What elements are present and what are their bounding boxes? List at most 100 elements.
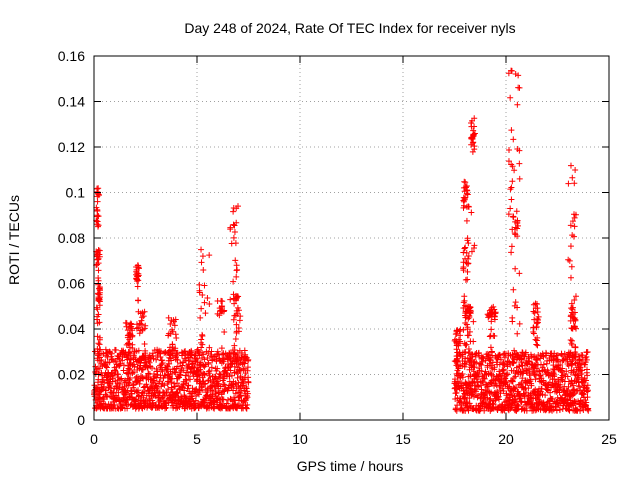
data-point [120,367,127,374]
data-points [91,67,592,414]
data-point [161,382,168,389]
data-point [463,183,470,190]
data-point [123,341,130,348]
data-point [201,356,208,363]
data-point [165,348,172,355]
data-point [146,359,153,366]
data-point [484,311,491,318]
data-point [513,208,520,215]
data-point [577,407,584,414]
data-point [219,308,226,315]
data-point [148,386,155,393]
data-point [95,223,102,230]
data-point [470,245,477,252]
data-point [463,203,470,210]
data-point [514,225,521,232]
data-point [149,364,156,371]
data-point [169,352,176,359]
data-point [570,402,577,409]
data-point [518,398,525,405]
data-point [206,367,213,374]
data-point [480,374,487,381]
data-point [134,373,141,380]
data-point [185,382,192,389]
data-point [208,364,215,371]
data-point [232,336,239,343]
data-point [583,356,590,363]
data-point [163,404,170,411]
data-point [488,318,495,325]
data-point [240,365,247,372]
data-point [136,330,143,337]
data-point [225,385,232,392]
y-axis-label: ROTI / TECUs [6,195,22,285]
data-point [234,310,241,317]
data-point [466,314,473,321]
data-point [510,214,517,221]
data-point [196,281,203,288]
data-point [500,388,507,395]
data-point [508,196,515,203]
data-point [464,390,471,397]
data-point [151,377,158,384]
data-point [135,347,142,354]
data-point [514,304,521,311]
data-point [183,377,190,384]
data-point [519,375,526,382]
data-point [535,313,542,320]
data-point [559,357,566,364]
data-point [465,252,472,259]
data-point [204,294,211,301]
data-point [193,386,200,393]
data-point [505,158,512,165]
data-point [110,371,117,378]
data-point [545,398,552,405]
data-point [583,366,590,373]
data-point [223,369,230,376]
data-point [205,359,212,366]
data-point [516,320,523,327]
data-point [451,337,458,344]
data-point [96,354,103,361]
data-point [497,372,504,379]
data-point [140,313,147,320]
x-tick-labels: 0 5 10 15 20 25 [90,431,617,447]
data-point [461,188,468,195]
data-point [464,276,471,283]
data-point [462,314,469,321]
data-point [533,300,540,307]
data-point [569,232,576,239]
data-point [143,381,150,388]
data-point [180,367,187,374]
data-point [583,399,590,406]
data-point [515,84,522,91]
data-point [503,372,510,379]
data-point [567,162,574,169]
data-point [135,324,142,331]
data-point [505,211,512,218]
data-point [571,387,578,394]
data-point [176,404,183,411]
data-point [139,326,146,333]
data-point [571,211,578,218]
data-point [136,320,143,327]
data-point [189,395,196,402]
data-point [221,382,228,389]
data-point [503,379,510,386]
data-point [565,256,572,263]
data-point [106,373,113,380]
data-point [218,345,225,352]
data-point [491,316,498,323]
data-point [166,351,173,358]
data-point [133,270,140,277]
data-point [460,204,467,211]
data-point [146,352,153,359]
data-point [234,349,241,356]
data-point [122,319,129,326]
data-point [206,252,213,259]
data-point [525,385,532,392]
data-point [469,133,476,140]
data-point [219,351,226,358]
data-point [126,330,133,337]
data-point [572,167,579,174]
